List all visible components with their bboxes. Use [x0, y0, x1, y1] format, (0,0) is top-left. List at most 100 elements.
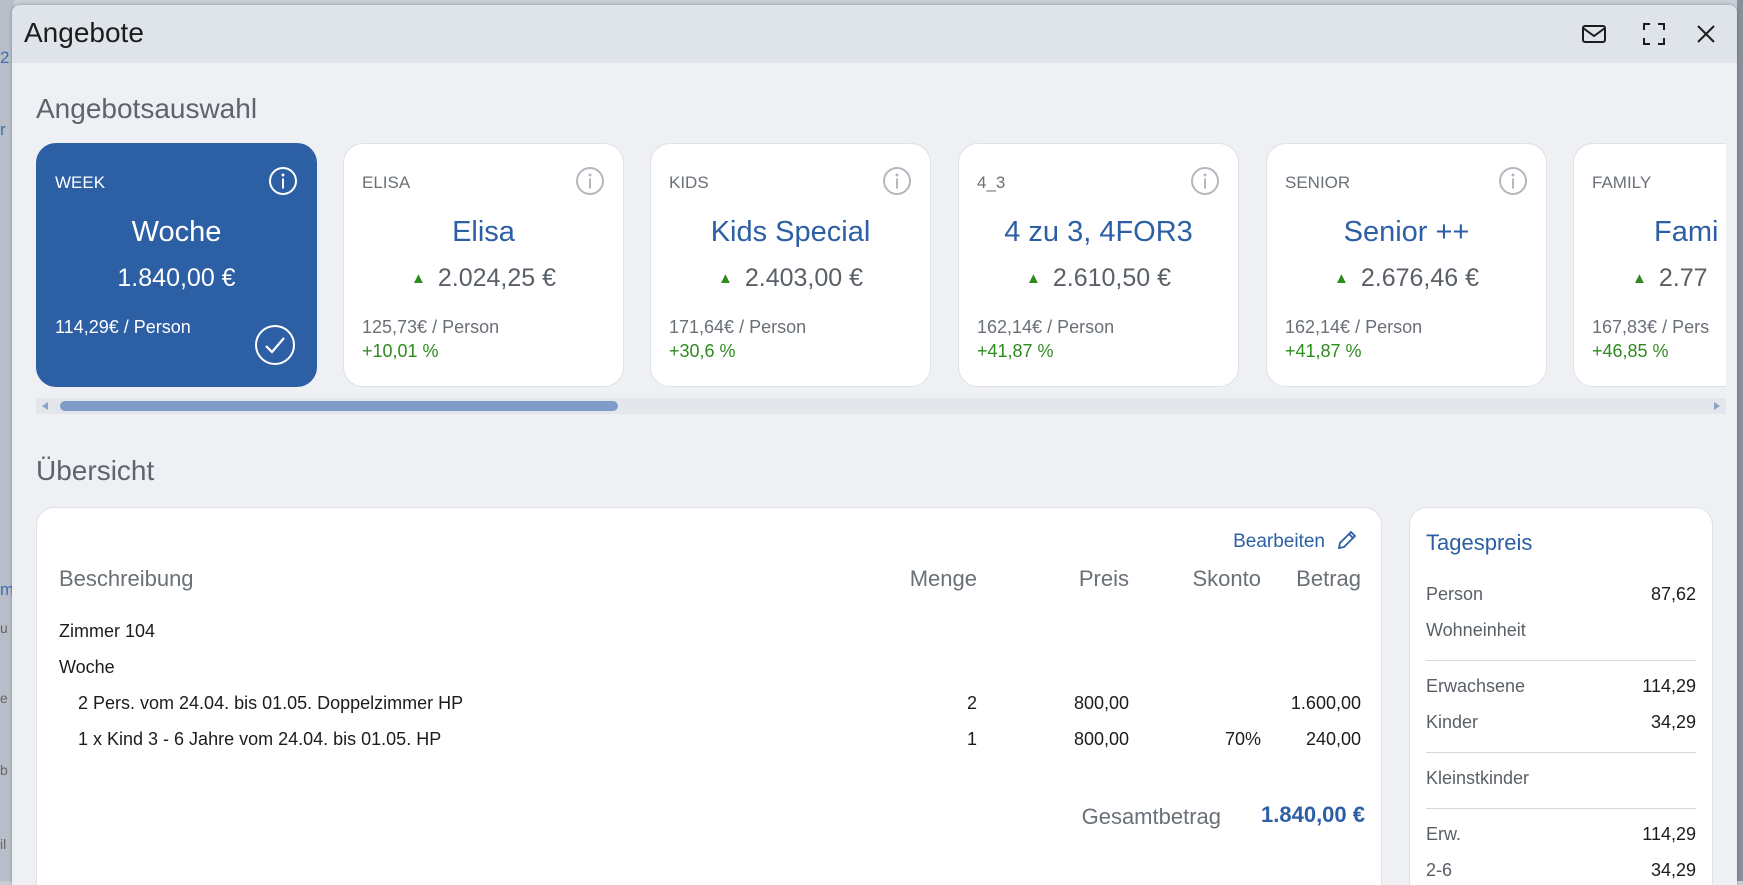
info-icon[interactable] [1190, 166, 1220, 196]
price-up-icon: ▲ [1333, 270, 1349, 287]
offer-price-per-person: 162,14€ / Person [977, 317, 1115, 337]
background-text: il [0, 836, 7, 852]
row-price: 800,00 [1073, 729, 1129, 749]
offer-price: ▲ 2.676,46 € [1333, 264, 1480, 292]
edit-label: Bearbeiten [1233, 531, 1325, 552]
offer-price-change: +10,01 % [362, 341, 439, 361]
offer-name: Fami [1654, 216, 1719, 248]
offer-price-change: +41,87 % [977, 341, 1054, 361]
daily-price-row: Wohneinheit [1426, 620, 1526, 640]
background-text: r [0, 120, 6, 139]
offer-card-4-3[interactable]: 4_3 4 zu 3, 4FOR3 ▲ 2.610,50 € 162,14€ / … [958, 143, 1239, 387]
offer-code: ELISA [362, 173, 411, 192]
offer-name: Kids Special [710, 216, 871, 248]
column-header-quantity: Menge [909, 566, 977, 591]
total-label: Gesamtbetrag [1081, 804, 1221, 829]
daily-price-panel: Tagespreis Person 87,62 Wohneinheit Erwac… [1409, 507, 1713, 885]
info-icon[interactable] [575, 166, 605, 196]
dialog-titlebar: Angebote [12, 5, 1737, 63]
column-header-amount: Betrag [1296, 566, 1361, 591]
fullscreen-icon[interactable] [1640, 20, 1668, 48]
price-up-icon: ▲ [1025, 270, 1041, 287]
offer-card-kids[interactable]: KIDS Kids Special ▲ 2.403,00 € 171,64€ / … [650, 143, 931, 387]
offer-price-per-person: 162,14€ / Person [1285, 317, 1423, 337]
offer-price-per-person: 167,83€ / Pers [1592, 317, 1710, 337]
offer-name: Senior ++ [1343, 216, 1470, 248]
offer-price-per-person: 125,73€ / Person [362, 317, 500, 337]
row-amount: 1.600,00 [1290, 693, 1361, 713]
price-up-icon: ▲ [717, 270, 733, 287]
offer-name: 4 zu 3, 4FOR3 [1004, 216, 1193, 248]
info-icon[interactable] [1498, 166, 1528, 196]
price-up-icon: ▲ [410, 270, 426, 287]
offer-price: ▲ 2.024,25 € [410, 264, 557, 292]
divider [1426, 660, 1696, 661]
offer-price-per-person: 171,64€ / Person [669, 317, 807, 337]
row-description: 2 Pers. vom 24.04. bis 01.05. Doppelzimm… [78, 693, 464, 713]
offer-price-change: +41,87 % [1285, 341, 1362, 361]
offer-card-week[interactable]: WEEK Woche 1.840,00 € 114,29€ / Person [36, 143, 317, 387]
offer-code: WEEK [55, 173, 106, 192]
scroll-thumb[interactable] [60, 401, 618, 411]
daily-price-row: Kinder 34,29 [1426, 712, 1696, 732]
offer-price: ▲ 2.610,50 € [1025, 264, 1172, 292]
offer-price-change: +46,85 % [1592, 341, 1669, 361]
offer-price: ▲ 2.77 [1632, 264, 1708, 292]
row-description: 1 x Kind 3 - 6 Jahre vom 24.04. bis 01.0… [78, 729, 442, 749]
offer-selection-heading: Angebotsauswahl [36, 93, 258, 124]
info-icon[interactable] [882, 166, 912, 196]
daily-price-row: Erwachsene 114,29 [1426, 676, 1696, 696]
divider [1426, 808, 1696, 809]
daily-price-row: Erw. 114,29 [1426, 824, 1696, 844]
offer-code: FAMILY [1592, 173, 1652, 192]
offer-code: 4_3 [977, 173, 1006, 192]
background-text: b [0, 762, 8, 778]
pencil-icon [1337, 530, 1357, 550]
cards-scrollbar[interactable] [36, 398, 1726, 414]
background-text: 2 [0, 48, 10, 67]
row-quantity: 2 [966, 693, 977, 713]
daily-price-row: 2-6 34,29 [1426, 860, 1696, 880]
close-icon[interactable] [1692, 20, 1720, 48]
offer-price-change: +30,6 % [669, 341, 736, 361]
scroll-right-arrow-icon[interactable] [1714, 402, 1720, 410]
column-header-description: Beschreibung [59, 566, 194, 591]
overview-heading: Übersicht [36, 455, 155, 486]
overview-panel: Bearbeiten Beschreibung Menge Preis Skon… [36, 507, 1382, 885]
info-icon[interactable] [268, 166, 298, 196]
offer-code: SENIOR [1285, 173, 1351, 192]
selected-check-icon [255, 325, 295, 365]
row-quantity: 1 [966, 729, 977, 749]
mail-icon[interactable] [1580, 20, 1608, 48]
group-label: Woche [59, 657, 115, 677]
offer-name: Woche [131, 216, 222, 248]
price-up-icon: ▲ [1632, 270, 1647, 287]
background-app: 2 r m u e b il [0, 0, 14, 881]
daily-price-title: Tagespreis [1426, 530, 1533, 555]
offer-price: 1.840,00 € [117, 264, 236, 292]
background-app-edge [1737, 0, 1743, 881]
total-value: 1.840,00 € [1261, 802, 1365, 827]
background-text: m [0, 580, 15, 599]
offer-cards: WEEK Woche 1.840,00 € 114,29€ / Person E… [36, 143, 1726, 393]
offers-dialog: Angebote Angebotsauswahl WEEK Woche 1.84… [12, 5, 1737, 885]
edit-button[interactable]: Bearbeiten [1233, 528, 1359, 553]
offer-name: Elisa [452, 216, 515, 248]
row-amount: 240,00 [1305, 729, 1361, 749]
background-text: u [0, 620, 8, 636]
offer-card-family[interactable]: FAMILY Fami ▲ 2.77 167,83€ / Pers +46,85 … [1573, 143, 1726, 387]
column-header-price: Preis [1078, 566, 1129, 591]
offer-price-per-person: 114,29€ / Person [55, 317, 191, 337]
dialog-title: Angebote [24, 17, 144, 48]
offer-card-senior[interactable]: SENIOR Senior ++ ▲ 2.676,46 € 162,14€ / P… [1266, 143, 1547, 387]
background-text: e [0, 690, 8, 706]
offer-card-elisa[interactable]: ELISA Elisa ▲ 2.024,25 € 125,73€ / Person… [343, 143, 624, 387]
row-discount: 70% [1224, 729, 1261, 749]
offer-code: KIDS [669, 173, 709, 192]
row-price: 800,00 [1073, 693, 1129, 713]
offer-price: ▲ 2.403,00 € [717, 264, 864, 292]
scroll-left-arrow-icon[interactable] [42, 402, 48, 410]
daily-price-row: Person 87,62 [1426, 584, 1696, 604]
divider [1426, 752, 1696, 753]
column-header-discount: Skonto [1192, 566, 1262, 591]
